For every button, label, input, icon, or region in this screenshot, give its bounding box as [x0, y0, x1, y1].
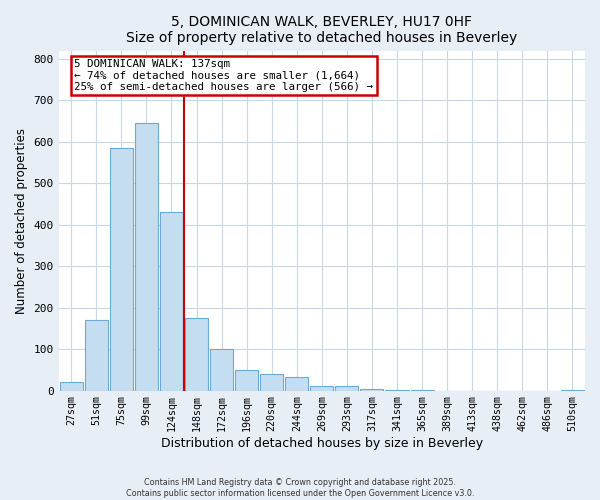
Text: Contains HM Land Registry data © Crown copyright and database right 2025.
Contai: Contains HM Land Registry data © Crown c… — [126, 478, 474, 498]
Bar — [185, 318, 208, 390]
Bar — [110, 148, 133, 390]
Bar — [59, 382, 83, 390]
Bar — [135, 123, 158, 390]
Y-axis label: Number of detached properties: Number of detached properties — [15, 128, 28, 314]
Bar — [85, 320, 108, 390]
Bar — [235, 370, 258, 390]
Text: 5 DOMINICAN WALK: 137sqm
← 74% of detached houses are smaller (1,664)
25% of sem: 5 DOMINICAN WALK: 137sqm ← 74% of detach… — [74, 59, 373, 92]
Bar — [210, 349, 233, 391]
Bar — [310, 386, 334, 390]
X-axis label: Distribution of detached houses by size in Beverley: Distribution of detached houses by size … — [161, 437, 483, 450]
Title: 5, DOMINICAN WALK, BEVERLEY, HU17 0HF
Size of property relative to detached hous: 5, DOMINICAN WALK, BEVERLEY, HU17 0HF Si… — [126, 15, 517, 45]
Bar — [160, 212, 183, 390]
Bar — [260, 374, 283, 390]
Bar — [285, 377, 308, 390]
Bar — [335, 386, 358, 390]
